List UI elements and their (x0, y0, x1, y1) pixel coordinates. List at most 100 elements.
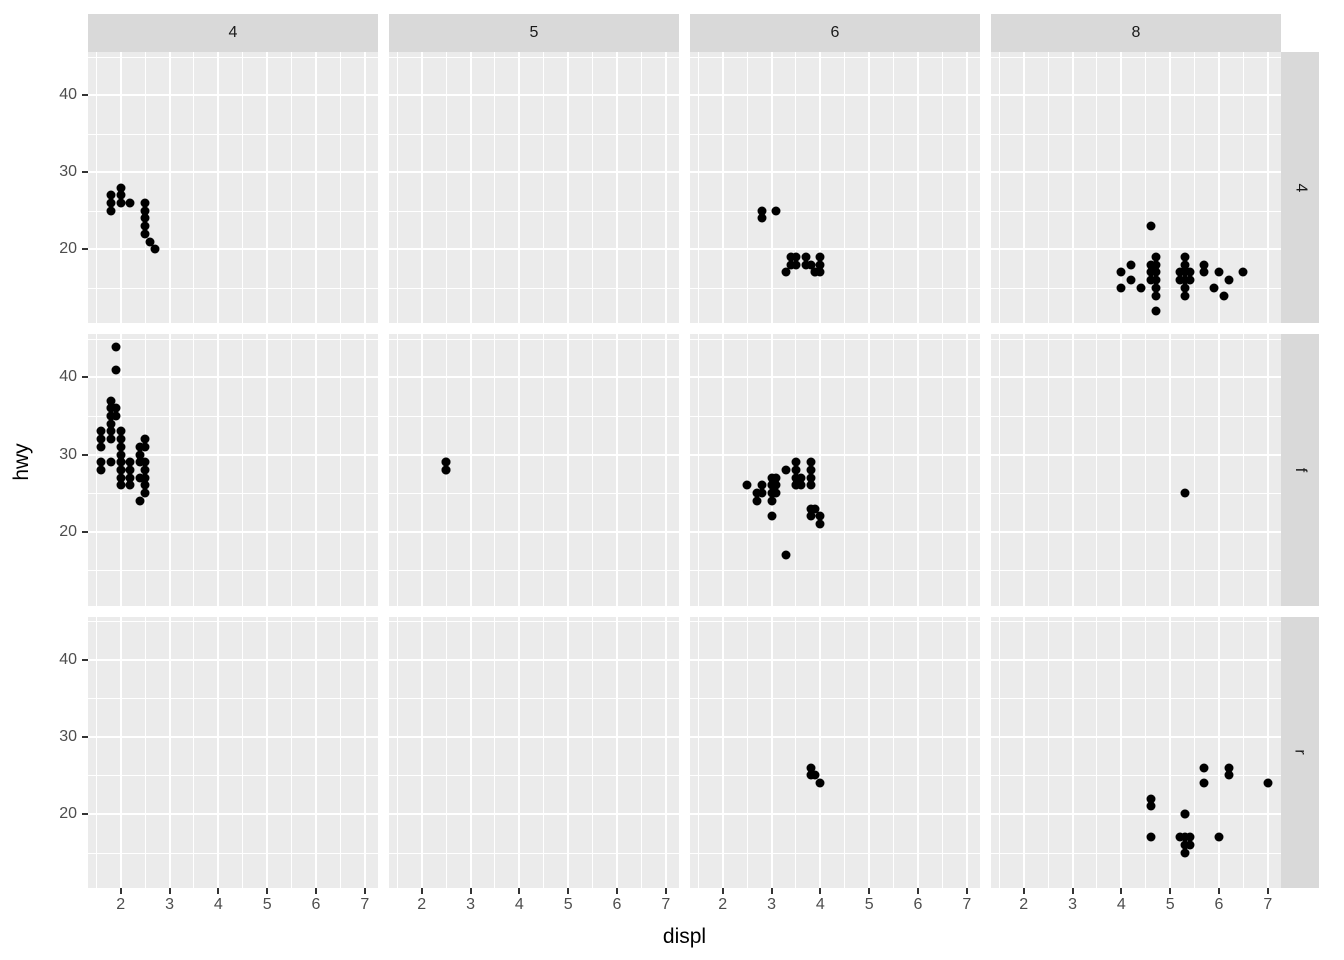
gridline-major-vertical (314, 52, 317, 324)
gridline-major-horizontal (991, 658, 1281, 661)
gridline-minor-vertical (144, 616, 146, 888)
gridline-major-horizontal (690, 248, 980, 251)
facet-strip-cyl-8: 8 (991, 14, 1281, 52)
gridline-major-vertical (721, 334, 724, 606)
gridline-major-horizontal (88, 658, 378, 661)
data-point (1209, 283, 1219, 293)
gridline-major-vertical (615, 616, 618, 888)
data-point (806, 763, 816, 773)
data-point (125, 473, 135, 483)
gridline-major-vertical (664, 616, 667, 888)
data-point (1199, 267, 1209, 277)
gridline-major-horizontal (389, 171, 679, 174)
gridline-major-vertical (217, 616, 220, 888)
gridline-major-vertical (168, 334, 171, 606)
facet-strip-drv-4-label: 4 (1292, 183, 1309, 193)
gridline-major-vertical (266, 52, 269, 324)
gridline-minor-vertical (543, 52, 545, 324)
gridline-minor-vertical (1242, 616, 1244, 888)
data-point (791, 473, 801, 483)
data-point (140, 198, 150, 208)
gridline-minor-vertical (339, 52, 341, 324)
x-tick-mark (168, 888, 171, 894)
gridline-minor-vertical (1242, 52, 1244, 324)
gridline-major-horizontal (389, 658, 679, 661)
x-tick-label: 4 (514, 896, 524, 913)
gridline-minor-vertical (95, 334, 97, 606)
gridline-minor-vertical (445, 52, 447, 324)
x-tick-mark (363, 888, 366, 894)
data-point (140, 465, 150, 475)
gridline-major-horizontal (88, 453, 378, 456)
data-point (806, 504, 816, 514)
gridline-minor-vertical (339, 616, 341, 888)
data-point (771, 488, 781, 498)
gridline-major-horizontal (690, 735, 980, 738)
data-point (1180, 291, 1190, 301)
data-point (1146, 801, 1156, 811)
data-point (140, 229, 150, 239)
data-point (106, 206, 116, 216)
gridline-minor-horizontal (991, 493, 1281, 495)
data-point (806, 511, 816, 521)
gridline-minor-vertical (396, 616, 398, 888)
x-tick-label: 4 (1116, 896, 1126, 913)
gridline-major-horizontal (389, 453, 679, 456)
y-tick-mark (82, 453, 88, 456)
gridline-major-vertical (217, 334, 220, 606)
data-point (767, 496, 777, 506)
data-point (1175, 832, 1185, 842)
gridline-major-vertical (916, 334, 919, 606)
gridline-minor-vertical (592, 52, 594, 324)
data-point (1151, 252, 1161, 262)
gridline-major-horizontal (991, 812, 1281, 815)
gridline-major-horizontal (991, 530, 1281, 533)
panel-drvf-cyl4 (88, 334, 378, 606)
data-point (1180, 848, 1190, 858)
gridline-major-horizontal (690, 171, 980, 174)
data-point (810, 504, 820, 514)
gridline-major-vertical (1217, 52, 1220, 324)
data-point (125, 465, 135, 475)
gridline-major-vertical (1071, 334, 1074, 606)
x-tick-label: 6 (612, 896, 622, 913)
data-point (815, 267, 825, 277)
facet-strip-drv-4: 4 (1281, 52, 1319, 324)
gridline-minor-horizontal (690, 338, 980, 340)
data-point (96, 465, 106, 475)
data-point (1180, 260, 1190, 270)
data-point (111, 365, 121, 375)
x-tick-label: 7 (661, 896, 671, 913)
x-tick-label: 4 (213, 896, 223, 913)
gridline-minor-vertical (592, 616, 594, 888)
gridline-minor-vertical (998, 52, 1000, 324)
data-point (1224, 770, 1234, 780)
gridline-major-vertical (1022, 616, 1025, 888)
data-point (125, 198, 135, 208)
data-point (106, 403, 116, 413)
data-point (140, 221, 150, 231)
facet-strip-cyl-6: 6 (690, 14, 980, 52)
x-tick-label: 2 (718, 896, 728, 913)
data-point (111, 411, 121, 421)
gridline-minor-horizontal (88, 852, 378, 854)
data-point (1180, 809, 1190, 819)
gridline-major-vertical (1266, 334, 1269, 606)
gridline-minor-vertical (746, 52, 748, 324)
x-tick-mark (1071, 888, 1074, 894)
data-point (1151, 267, 1161, 277)
data-point (111, 342, 121, 352)
gridline-major-vertical (664, 52, 667, 324)
data-point (1180, 275, 1190, 285)
panel-drv4-cyl4 (88, 52, 378, 324)
gridline-major-vertical (1169, 52, 1172, 324)
gridline-major-vertical (420, 334, 423, 606)
data-point (116, 480, 126, 490)
data-point (1199, 778, 1209, 788)
gridline-minor-vertical (1047, 52, 1049, 324)
data-point (1146, 267, 1156, 277)
x-tick-label: 7 (360, 896, 370, 913)
gridline-minor-vertical (543, 334, 545, 606)
gridline-major-vertical (965, 616, 968, 888)
